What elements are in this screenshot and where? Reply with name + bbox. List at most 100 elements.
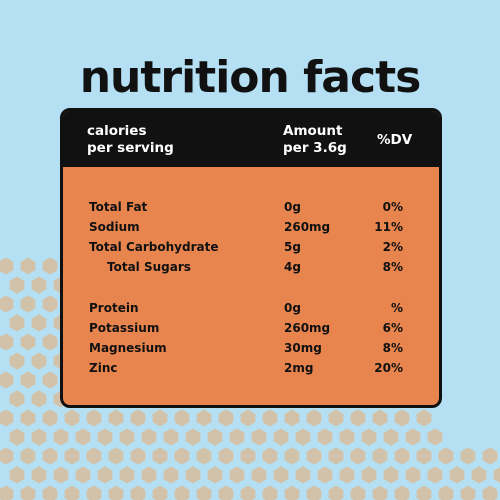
hexagon-shape	[64, 409, 80, 427]
hexagon-shape	[328, 485, 344, 500]
hexagon-shape	[31, 314, 47, 332]
hexagon-shape	[405, 466, 421, 484]
nutrient-dv: 6%	[382, 321, 403, 335]
row-zinc: Zinc 2mg 20%	[63, 361, 439, 381]
hexagon-shape	[86, 409, 102, 427]
hexagon-shape	[0, 257, 14, 275]
hexagon-shape	[218, 447, 234, 465]
hexagon-shape	[42, 333, 58, 351]
hexagon-shape	[0, 447, 14, 465]
nutrient-name: Potassium	[89, 321, 160, 335]
hexagon-shape	[108, 409, 124, 427]
hexagon-shape	[416, 485, 432, 500]
row-potassium: Potassium 260mg 6%	[63, 321, 439, 341]
hexagon-shape	[460, 485, 476, 500]
hexagon-shape	[416, 447, 432, 465]
hexagon-shape	[31, 276, 47, 294]
hexagon-shape	[350, 485, 366, 500]
nutrient-dv: 8%	[382, 341, 403, 355]
hexagon-shape	[372, 409, 388, 427]
hexagon-shape	[383, 466, 399, 484]
hexagon-shape	[328, 409, 344, 427]
hexagon-shape	[42, 485, 58, 500]
header-daily-value: %DV	[377, 132, 413, 148]
hexagon-shape	[185, 428, 201, 446]
hexagon-shape	[306, 485, 322, 500]
hexagon-shape	[383, 428, 399, 446]
nutrient-name: Sodium	[89, 220, 140, 234]
hexagon-shape	[438, 447, 454, 465]
hexagon-shape	[273, 428, 289, 446]
hexagon-shape	[427, 428, 443, 446]
hexagon-shape	[229, 428, 245, 446]
hexagon-shape	[53, 466, 69, 484]
hexagon-shape	[0, 485, 14, 500]
hexagon-shape	[262, 409, 278, 427]
hexagon-shape	[75, 428, 91, 446]
row-total-carbohydrate: Total Carbohydrate 5g 2%	[63, 240, 439, 260]
hexagon-shape	[108, 485, 124, 500]
hexagon-shape	[350, 409, 366, 427]
hexagon-shape	[196, 447, 212, 465]
row-protein: Protein 0g %	[63, 301, 439, 321]
nutrient-amount: 4g	[284, 260, 301, 274]
hexagon-shape	[196, 409, 212, 427]
hexagon-shape	[405, 428, 421, 446]
nutrient-name: Total Fat	[89, 200, 148, 214]
row-sodium: Sodium 260mg 11%	[63, 220, 439, 240]
nutrient-dv: 11%	[374, 220, 403, 234]
hexagon-shape	[119, 466, 135, 484]
hexagon-shape	[339, 428, 355, 446]
hexagon-shape	[482, 485, 498, 500]
hexagon-shape	[218, 485, 234, 500]
nutrient-dv: 2%	[382, 240, 403, 254]
nutrient-amount: 260mg	[284, 321, 331, 335]
nutrient-name: Magnesium	[89, 341, 167, 355]
hexagon-shape	[482, 447, 498, 465]
hexagon-shape	[119, 428, 135, 446]
hexagon-shape	[141, 466, 157, 484]
hexagon-shape	[31, 390, 47, 408]
hexagon-shape	[130, 409, 146, 427]
row-total-fat: Total Fat 0g 0%	[63, 200, 439, 220]
hexagon-shape	[42, 371, 58, 389]
hexagon-shape	[328, 447, 344, 465]
hexagon-shape	[20, 257, 36, 275]
hexagon-shape	[174, 409, 190, 427]
nutrient-dv: 0%	[382, 200, 403, 214]
hexagon-shape	[0, 409, 14, 427]
hexagon-shape	[9, 276, 25, 294]
hexagon-shape	[20, 485, 36, 500]
hexagon-shape	[9, 390, 25, 408]
hexagon-shape	[0, 333, 14, 351]
nutrient-name: Total Sugars	[107, 260, 191, 274]
hexagon-shape	[372, 447, 388, 465]
hexagon-shape	[372, 485, 388, 500]
hexagon-shape	[262, 447, 278, 465]
nutrient-dv: %	[390, 301, 403, 315]
hexagon-shape	[306, 447, 322, 465]
hexagon-shape	[0, 295, 14, 313]
hexagon-shape	[53, 428, 69, 446]
hexagon-shape	[350, 447, 366, 465]
hexagon-shape	[42, 409, 58, 427]
hexagon-shape	[163, 428, 179, 446]
hexagon-shape	[207, 466, 223, 484]
nutrient-name: Protein	[89, 301, 139, 315]
hexagon-shape	[471, 466, 487, 484]
hexagon-shape	[64, 485, 80, 500]
hexagon-shape	[493, 467, 500, 483]
hexagon-shape	[31, 428, 47, 446]
hexagon-shape	[20, 409, 36, 427]
hexagon-shape	[97, 428, 113, 446]
hexagon-shape	[152, 409, 168, 427]
hexagon-shape	[152, 447, 168, 465]
hexagon-shape	[9, 352, 25, 370]
hexagon-shape	[152, 485, 168, 500]
header-calories-per-serving: calories per serving	[87, 123, 174, 156]
table-header: calories per serving Amount per 3.6g %DV	[63, 111, 439, 167]
hexagon-shape	[97, 466, 113, 484]
hexagon-shape	[295, 466, 311, 484]
hexagon-shape	[130, 485, 146, 500]
